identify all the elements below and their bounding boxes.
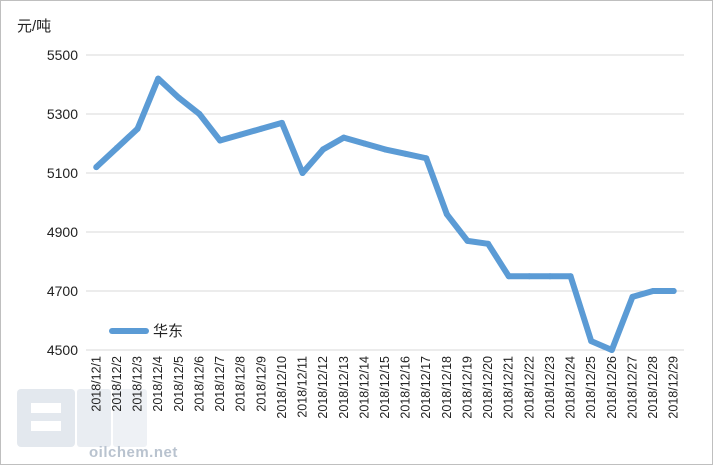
- series-line: [93, 75, 677, 353]
- data-point: [196, 111, 203, 117]
- data-point: [567, 273, 574, 280]
- data-point: [423, 155, 430, 162]
- x-tick-label: 2018/12/11: [296, 356, 310, 418]
- x-tick-label: 2018/12/10: [275, 356, 289, 419]
- x-tick-label: 2018/12/8: [234, 356, 248, 412]
- data-point: [237, 131, 244, 138]
- x-tick-label: 2018/12/4: [151, 356, 165, 412]
- x-tick-label: 2018/12/6: [192, 356, 206, 412]
- y-axis-unit-label: 元/吨: [17, 18, 51, 35]
- x-tick-label: 2018/12/17: [419, 356, 433, 419]
- data-point: [175, 94, 182, 101]
- x-tick-label: 2018/12/22: [522, 356, 536, 419]
- data-point: [505, 273, 512, 280]
- data-point: [650, 288, 657, 294]
- data-point: [382, 146, 388, 153]
- data-point: [588, 338, 595, 345]
- x-tick-label: 2018/12/19: [460, 356, 474, 419]
- data-point: [464, 237, 471, 244]
- data-point: [608, 347, 615, 353]
- data-point: [402, 150, 409, 157]
- x-axis: 2018/12/1 2018/12/2 2018/12/3 2018/12/4 2018…: [89, 356, 680, 419]
- y-axis: 4500 4700 4900 5100 5300 5500: [47, 47, 78, 358]
- x-tick-label: 2018/12/18: [440, 356, 454, 419]
- x-tick-label: 2018/12/12: [316, 356, 330, 419]
- x-tick-label: 2018/12/9: [254, 356, 268, 412]
- legend-label: 华东: [153, 323, 183, 340]
- watermark-logo-icon: [17, 389, 147, 447]
- y-tick-label: 5100: [47, 165, 78, 181]
- data-point: [299, 170, 306, 176]
- data-point: [134, 125, 141, 132]
- x-tick-label: 2018/12/21: [502, 356, 516, 419]
- y-tick-label: 5300: [47, 106, 78, 122]
- data-point: [670, 288, 677, 294]
- data-point: [361, 140, 368, 147]
- x-tick-label: 2018/12/7: [213, 356, 227, 412]
- data-point: [526, 273, 533, 280]
- x-tick-label: 2018/12/13: [337, 356, 351, 419]
- x-tick-label: 2018/12/25: [584, 356, 598, 419]
- y-tick-label: 5500: [47, 47, 78, 63]
- data-point: [217, 137, 224, 144]
- x-tick-label: 2018/12/28: [646, 356, 660, 419]
- x-tick-label: 2018/12/2: [110, 356, 124, 412]
- data-point: [485, 240, 492, 247]
- data-point: [443, 211, 450, 218]
- y-tick-label: 4700: [47, 283, 78, 299]
- data-point: [629, 293, 636, 300]
- x-tick-label: 2018/12/16: [399, 356, 413, 419]
- x-tick-label: 2018/12/26: [605, 356, 619, 419]
- x-tick-label: 2018/12/20: [481, 356, 495, 419]
- data-point: [320, 146, 327, 153]
- x-tick-label: 2018/12/15: [378, 356, 392, 419]
- x-tick-label: 2018/12/29: [667, 356, 681, 419]
- data-point: [113, 144, 120, 151]
- y-tick-label: 4500: [47, 342, 78, 358]
- watermark-text: oilchem.net: [89, 444, 178, 461]
- data-point: [258, 125, 265, 132]
- legend: 华东: [109, 323, 183, 340]
- data-point: [155, 75, 162, 82]
- x-tick-label: 2018/12/24: [564, 356, 578, 419]
- x-tick-label: 2018/12/1: [89, 356, 103, 412]
- x-tick-label: 2018/12/23: [543, 356, 557, 419]
- data-point: [546, 273, 553, 280]
- data-point: [278, 119, 285, 126]
- data-point: [340, 134, 347, 141]
- grid: [86, 54, 684, 351]
- watermark: oilchem.net: [17, 389, 178, 461]
- series-layer: [93, 75, 677, 353]
- x-tick-label: 2018/12/3: [131, 356, 145, 412]
- x-tick-label: 2018/12/27: [625, 356, 639, 419]
- data-point: [93, 164, 100, 171]
- x-tick-label: 2018/12/14: [357, 356, 371, 419]
- x-tick-label: 2018/12/5: [172, 356, 186, 412]
- y-tick-label: 4900: [47, 224, 78, 240]
